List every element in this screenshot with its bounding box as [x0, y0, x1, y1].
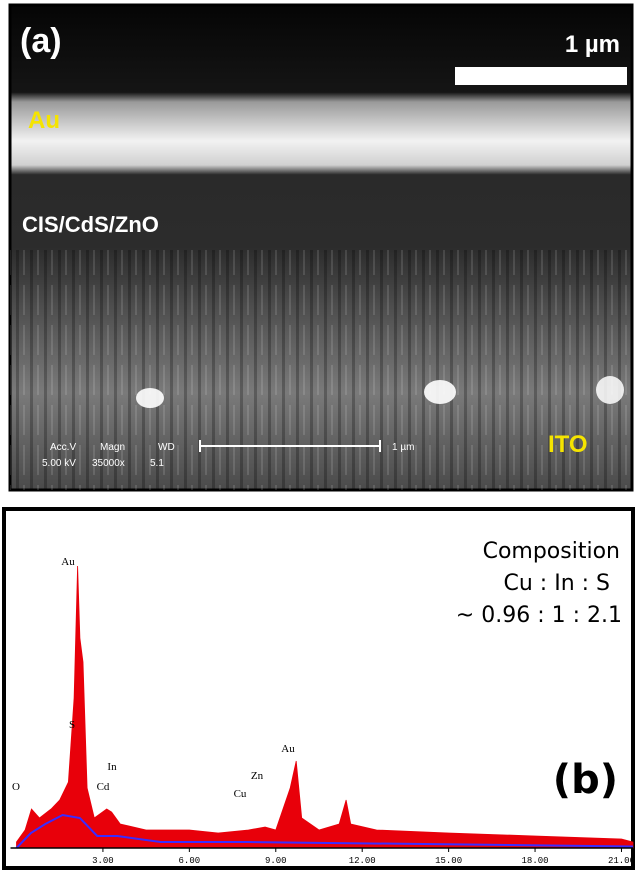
peak-label: S — [69, 719, 75, 731]
page: (a) 1 µm Au CIS/CdS/ZnO ITO Acc.V Magn W… — [0, 0, 635, 870]
info-text: 1 µm — [392, 442, 414, 453]
peak-label: Cd — [97, 781, 110, 793]
bright-spot — [596, 376, 624, 404]
x-tick-label: 12.00 — [349, 856, 376, 866]
sem-texture — [10, 250, 632, 490]
composition-text: ~ 0.96 : 1 : 2.1 — [456, 603, 622, 628]
composition-text: Cu : In : S — [504, 571, 611, 596]
info-text: 5.1 — [150, 458, 164, 469]
peak-label: O — [12, 781, 20, 793]
layer-label: Au — [28, 107, 60, 134]
info-text: WD — [158, 442, 175, 453]
panel-label: (b) — [553, 757, 618, 803]
scale-bar — [455, 67, 627, 85]
info-text: 35000x — [92, 458, 125, 469]
peak-label: In — [107, 761, 117, 773]
layer-label: ITO — [548, 431, 588, 458]
x-tick-label: 6.00 — [179, 856, 201, 866]
info-text: 5.00 kV — [42, 458, 76, 469]
peak-label: Zn — [251, 770, 264, 782]
bright-spot — [424, 380, 456, 404]
x-tick-label: 18.00 — [522, 856, 549, 866]
info-text: Magn — [100, 442, 125, 453]
x-tick-label: 15.00 — [435, 856, 462, 866]
composition-text: Composition — [483, 539, 620, 564]
peak-label: Au — [61, 556, 75, 568]
x-tick-label: 3.00 — [92, 856, 114, 866]
peak-label: Cu — [234, 788, 247, 800]
peak-label: Au — [281, 743, 295, 755]
panel-label: (a) — [20, 22, 62, 60]
figure: (a) 1 µm Au CIS/CdS/ZnO ITO Acc.V Magn W… — [0, 0, 635, 870]
bright-spot — [136, 388, 164, 408]
x-tick-label: 21.00 — [608, 856, 635, 866]
x-tick-label: 9.00 — [265, 856, 287, 866]
layer-label: CIS/CdS/ZnO — [22, 212, 159, 237]
scale-label: 1 µm — [565, 31, 620, 58]
info-text: Acc.V — [50, 442, 76, 453]
